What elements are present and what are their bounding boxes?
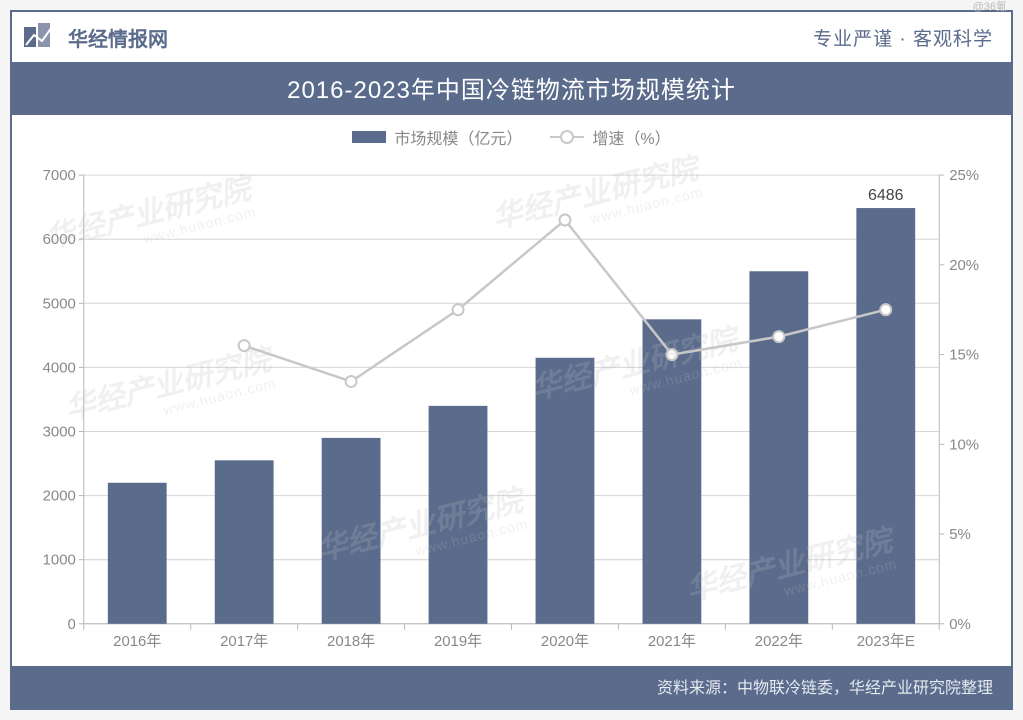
svg-text:6486: 6486 <box>868 187 904 204</box>
legend: 市场规模（亿元） 增速（%） <box>12 115 1011 153</box>
legend-line-item: 增速（%） <box>550 125 670 149</box>
brand-name: 华经情报网 <box>68 23 168 52</box>
legend-line-swatch-icon <box>550 136 584 138</box>
tagline: 专业严谨 · 客观科学 <box>813 24 993 51</box>
combo-chart: 0 1000 2000 3000 4000 5000 6000 7000 0% 5% 10% 15% 2… <box>26 157 997 660</box>
svg-text:0%: 0% <box>949 616 971 633</box>
legend-bar-swatch-icon <box>352 131 386 143</box>
svg-text:2016年: 2016年 <box>113 633 161 650</box>
footer-source: 资料来源：中物联冷链委，华经产业研究院整理 <box>12 666 1011 708</box>
svg-text:2019年: 2019年 <box>434 633 482 650</box>
brand: 华经情报网 <box>24 23 168 52</box>
svg-text:2000: 2000 <box>43 488 76 505</box>
svg-text:2017年: 2017年 <box>220 633 268 650</box>
legend-line-label: 增速（%） <box>592 125 670 149</box>
chart-card: @36氪 华经情报网 专业严谨 · 客观科学 2016-2023年中国冷链物流市… <box>10 10 1013 710</box>
legend-bar-item: 市场规模（亿元） <box>352 125 522 149</box>
svg-text:2020年: 2020年 <box>541 633 589 650</box>
svg-text:25%: 25% <box>949 167 979 184</box>
svg-text:5000: 5000 <box>43 295 76 312</box>
legend-bar-label: 市场规模（亿元） <box>394 125 522 149</box>
svg-text:5%: 5% <box>949 526 971 543</box>
chart-title: 2016-2023年中国冷链物流市场规模统计 <box>12 62 1011 115</box>
credit-text: @36氪 <box>973 0 1007 14</box>
svg-text:6000: 6000 <box>43 231 76 248</box>
svg-text:4000: 4000 <box>43 359 76 376</box>
header: 华经情报网 专业严谨 · 客观科学 <box>12 12 1011 62</box>
brand-logo-icon <box>24 23 58 51</box>
svg-text:0: 0 <box>67 616 75 633</box>
svg-text:15%: 15% <box>949 347 979 364</box>
chart-area: 0 1000 2000 3000 4000 5000 6000 7000 0% 5% 10% 15% 2… <box>26 157 997 660</box>
svg-text:7000: 7000 <box>43 167 76 184</box>
svg-text:3000: 3000 <box>43 423 76 440</box>
svg-text:10%: 10% <box>949 436 979 453</box>
svg-text:1000: 1000 <box>43 552 76 569</box>
svg-text:20%: 20% <box>949 257 979 274</box>
svg-text:2021年: 2021年 <box>648 633 696 650</box>
svg-text:2018年: 2018年 <box>327 633 375 650</box>
svg-text:2023年E: 2023年E <box>857 633 915 650</box>
svg-text:2022年: 2022年 <box>755 633 803 650</box>
